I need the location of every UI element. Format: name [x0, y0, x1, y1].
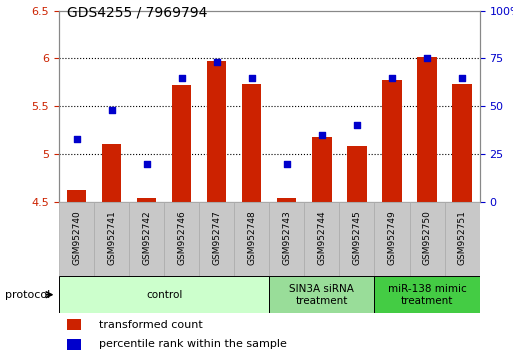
Point [458, 75, 466, 80]
Point [72, 136, 81, 142]
Bar [409, 202, 445, 276]
Bar [94, 202, 129, 276]
Bar [172, 85, 191, 202]
Text: GSM952751: GSM952751 [458, 210, 467, 265]
Bar [340, 202, 374, 276]
Point [248, 75, 256, 80]
Text: GSM952746: GSM952746 [177, 210, 186, 265]
Text: protocol: protocol [5, 290, 50, 300]
Bar [59, 202, 94, 276]
Bar [312, 137, 331, 202]
Bar [382, 80, 402, 202]
Bar [129, 202, 164, 276]
Bar [242, 84, 262, 202]
Text: GSM952745: GSM952745 [352, 210, 362, 265]
Point [423, 56, 431, 61]
Point [177, 75, 186, 80]
Text: GSM952750: GSM952750 [423, 210, 431, 265]
Bar [277, 198, 297, 202]
Bar [269, 202, 304, 276]
Text: GSM952748: GSM952748 [247, 210, 256, 265]
Bar [374, 202, 409, 276]
Text: GSM952743: GSM952743 [282, 210, 291, 265]
Bar [59, 276, 269, 313]
Text: GSM952749: GSM952749 [387, 210, 397, 265]
Point [108, 107, 116, 113]
Point [388, 75, 396, 80]
Bar [304, 202, 340, 276]
Bar [269, 276, 374, 313]
Text: control: control [146, 290, 182, 300]
Text: transformed count: transformed count [99, 320, 203, 330]
Point [318, 132, 326, 138]
Text: percentile rank within the sample: percentile rank within the sample [99, 339, 287, 349]
Text: GSM952740: GSM952740 [72, 210, 81, 265]
Bar [137, 198, 156, 202]
Text: GSM952744: GSM952744 [318, 210, 326, 265]
Bar [67, 319, 81, 330]
Bar [374, 276, 480, 313]
Bar [207, 61, 226, 202]
Point [283, 161, 291, 166]
Point [212, 59, 221, 65]
Bar [234, 202, 269, 276]
Bar [164, 202, 199, 276]
Text: SIN3A siRNA
treatment: SIN3A siRNA treatment [289, 284, 354, 306]
Point [353, 122, 361, 128]
Bar [199, 202, 234, 276]
Bar [445, 202, 480, 276]
Text: GSM952747: GSM952747 [212, 210, 221, 265]
Bar [67, 190, 86, 202]
Bar [347, 146, 367, 202]
Point [143, 161, 151, 166]
Bar [452, 84, 472, 202]
Text: GSM952742: GSM952742 [142, 210, 151, 265]
Text: GDS4255 / 7969794: GDS4255 / 7969794 [67, 5, 207, 19]
Bar [67, 338, 81, 350]
Bar [418, 57, 437, 202]
Text: miR-138 mimic
treatment: miR-138 mimic treatment [388, 284, 466, 306]
Bar [102, 144, 121, 202]
Text: GSM952741: GSM952741 [107, 210, 116, 265]
